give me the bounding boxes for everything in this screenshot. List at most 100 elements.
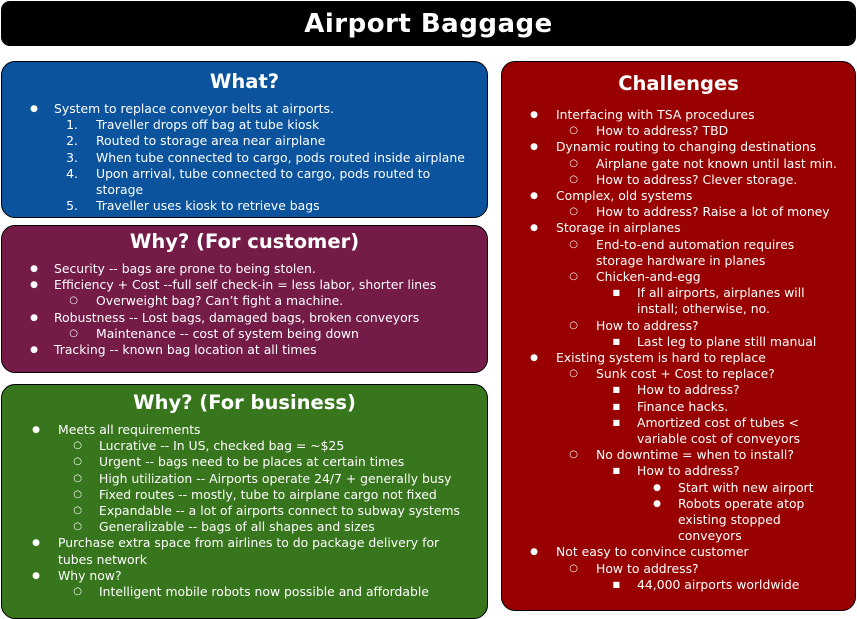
list-item-text: Storage in airplanes	[556, 220, 681, 236]
list-item: ● System to replace conveyor belts at air…	[2, 101, 487, 117]
list-item-text: Security -- bags are prone to being stol…	[54, 261, 316, 276]
ring-marker: ○	[73, 586, 82, 598]
ring-marker: ○	[569, 368, 578, 380]
list-item: ○ How to address? TBD	[502, 123, 855, 139]
why-business-list: ● Meets all requirements ○ Lucrative -- In …	[2, 422, 487, 600]
ring-marker: ○	[569, 173, 578, 185]
list-item-text: How to address?	[596, 317, 699, 333]
ring-marker: ○	[73, 521, 82, 533]
list-item-text: Airplane gate not known until last min.	[596, 155, 837, 171]
square-marker: ■	[612, 401, 620, 411]
ring-marker: ○	[569, 271, 578, 283]
list-item: ○ Expandable -- a lot of airports connect…	[2, 503, 487, 519]
list-item-text: When tube connected to cargo, pods route…	[96, 149, 465, 165]
list-item-text: Meets all requirements	[58, 422, 201, 437]
list-item-text: Traveller drops off bag at tube kiosk	[96, 117, 320, 133]
list-item-text: No downtime = when to install?	[596, 447, 794, 463]
list-item: ● Interfacing with TSA procedures	[502, 107, 855, 123]
ring-marker: ○	[73, 440, 82, 452]
bullet-marker: ●	[30, 345, 38, 356]
list-item-text: Urgent -- bags need to be places at cert…	[99, 454, 405, 470]
list-item: ○ Airplane gate not known until last min.	[502, 156, 855, 172]
bullet-marker: ●	[32, 570, 40, 581]
ring-marker: ○	[569, 157, 578, 169]
list-item: ○ How to address? Clever storage.	[502, 172, 855, 188]
list-item-text: How to address? Clever storage.	[596, 171, 798, 187]
ring-marker: ○	[569, 238, 578, 250]
list-item: ○ How to address?	[502, 561, 855, 577]
list-item: ● Not easy to convince customer	[502, 544, 855, 560]
list-item: ■ Amortized cost of tubes < variable cost…	[502, 415, 855, 447]
bullet-marker: ●	[530, 353, 538, 364]
list-item-text: Routed to storage area near airplane	[96, 133, 326, 149]
list-item: ● Robustness -- Lost bags, damaged bags, …	[2, 310, 487, 326]
list-item: ● Storage in airplanes	[502, 220, 855, 236]
list-item: ● Complex, old systems	[502, 188, 855, 204]
list-item-text: Robustness -- Lost bags, damaged bags, b…	[54, 309, 420, 325]
list-item: 5. Traveller uses kiosk to retrieve bags	[2, 198, 487, 214]
why-business-heading: Why? (For business)	[133, 391, 356, 414]
list-item: ○ Generalizable -- bags of all shapes and…	[2, 519, 487, 535]
why-customer-list: ● Security -- bags are prone to being sto…	[2, 261, 487, 358]
bullet-marker: ●	[30, 312, 38, 323]
list-item-text: Not easy to convince customer	[556, 544, 749, 560]
bullet-marker: ●	[30, 104, 38, 114]
list-item: ● Existing system is hard to replace	[502, 350, 855, 366]
ring-marker: ○	[69, 327, 78, 339]
list-item-text: Intelligent mobile robots now possible a…	[99, 584, 429, 600]
list-item-text: Expandable -- a lot of airports connect …	[99, 503, 460, 519]
challenges-panel: Challenges ● Interfacing with TSA procedu…	[501, 61, 856, 611]
list-item: ○ Overweight bag? Can’t fight a machine.	[2, 293, 487, 309]
list-item: ■ Last leg to plane still manual	[502, 334, 855, 350]
list-item-text: Dynamic routing to changing destinations	[556, 139, 817, 155]
list-item: ■ How to address?	[502, 463, 855, 479]
what-panel: What? ● System to replace conveyor belts …	[1, 61, 488, 218]
list-item: ● Dynamic routing to changing destination…	[502, 139, 855, 155]
bullet-marker: ●	[530, 223, 538, 234]
list-item: ○ End-to-end automation requires storage …	[502, 237, 855, 269]
number-marker: 2.	[66, 133, 78, 149]
list-item: ○ Intelligent mobile robots now possible …	[2, 584, 487, 600]
list-item-text: Finance hacks.	[637, 398, 729, 414]
list-item: ○ High utilization -- Airports operate 24…	[2, 471, 487, 487]
square-marker: ■	[612, 288, 620, 298]
bullet-marker: ●	[32, 425, 40, 435]
bullet-marker: ●	[653, 482, 661, 493]
page-title: Airport Baggage	[304, 8, 553, 39]
ring-marker: ○	[69, 295, 78, 307]
list-item: ● Start with new airport	[502, 480, 855, 496]
title-bar: Airport Baggage	[1, 1, 856, 46]
list-item-text: Fixed routes -- mostly, tube to airplane…	[99, 486, 437, 502]
list-item-text: Start with new airport	[678, 479, 814, 495]
list-item-text: Upon arrival, tube connected to cargo, p…	[96, 165, 431, 198]
list-item-text: Overweight bag? Can’t fight a machine.	[96, 293, 344, 309]
list-item-text: Interfacing with TSA procedures	[556, 107, 755, 122]
list-item: 4. Upon arrival, tube connected to cargo,…	[2, 166, 487, 198]
list-item-text: 44,000 airports worldwide	[637, 576, 800, 592]
ring-marker: ○	[569, 562, 578, 574]
bullet-marker: ●	[30, 280, 38, 291]
list-item: ○ No downtime = when to install?	[502, 447, 855, 463]
list-item: ○ Maintenance -- cost of system being dow…	[2, 326, 487, 342]
list-item-text: Amortized cost of tubes < variable cost …	[637, 414, 801, 447]
square-marker: ■	[612, 466, 620, 476]
list-item-text: End-to-end automation requires storage h…	[596, 236, 795, 268]
ring-marker: ○	[73, 472, 82, 484]
what-heading: What?	[209, 70, 280, 93]
list-item-text: Tracking -- known bag location at all ti…	[54, 342, 317, 358]
list-item-text: How to address? TBD	[596, 123, 729, 139]
ring-marker: ○	[73, 456, 82, 468]
list-item: ○ Chicken-and-egg	[502, 269, 855, 285]
square-marker: ■	[612, 336, 620, 346]
bullet-marker: ●	[530, 110, 538, 120]
challenges-heading: Challenges	[618, 72, 739, 95]
list-item: 3. When tube connected to cargo, pods rou…	[2, 150, 487, 166]
list-item: ● Efficiency + Cost --full self check-in …	[2, 277, 487, 293]
number-marker: 4.	[66, 165, 78, 181]
list-item-text: Last leg to plane still manual	[637, 333, 817, 349]
why-customer-panel: Why? (For customer) ● Security -- bags ar…	[1, 225, 488, 373]
list-item-text: System to replace conveyor belts at airp…	[54, 101, 334, 116]
bullet-marker: ●	[530, 191, 538, 202]
list-item: ○ Fixed routes -- mostly, tube to airplan…	[2, 487, 487, 503]
what-list: ● System to replace conveyor belts at air…	[2, 101, 487, 214]
